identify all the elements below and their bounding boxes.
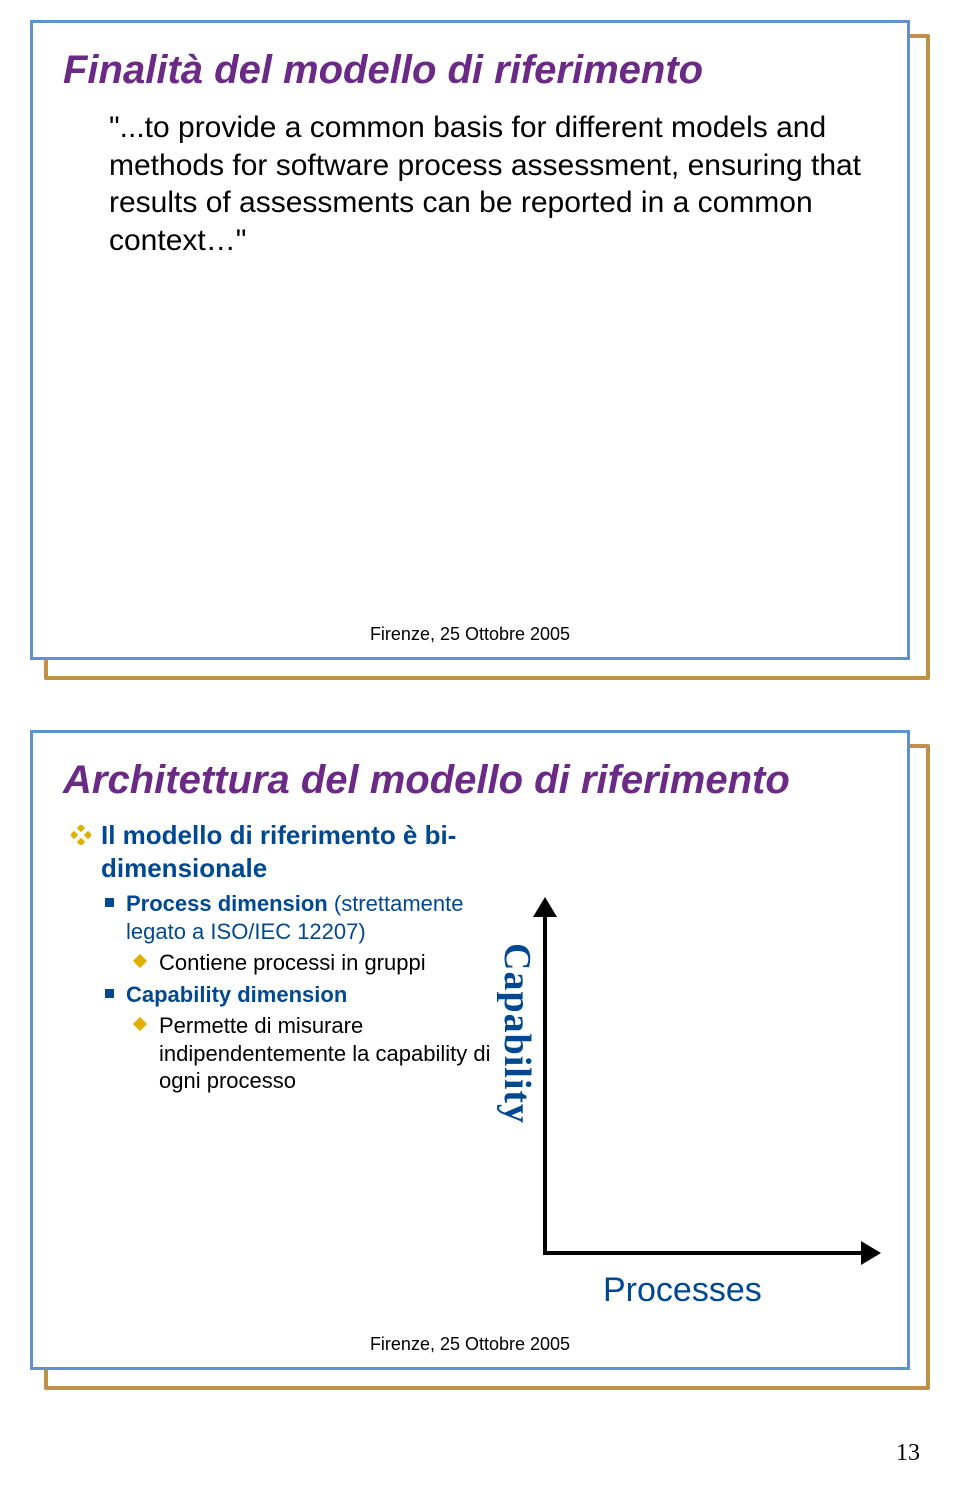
bullet-lvl3b-text: Permette di misurare indipendentemente l… bbox=[159, 1012, 491, 1095]
slide2-footer: Firenze, 25 Ottobre 2005 bbox=[33, 1334, 907, 1355]
slide1-title: Finalità del modello di riferimento bbox=[63, 47, 877, 93]
slide1-footer: Firenze, 25 Ottobre 2005 bbox=[33, 624, 907, 645]
bullet-lvl2a-label: Process dimension bbox=[126, 891, 328, 916]
bullet-lvl2b-label: Capability dimension bbox=[126, 982, 347, 1007]
y-axis bbox=[543, 913, 547, 1253]
diamond-bullet-icon bbox=[133, 954, 147, 968]
slide-1: Finalità del modello di riferimento "...… bbox=[30, 20, 930, 680]
square-bullet-icon bbox=[105, 989, 114, 998]
bullet-lvl3-permette: Permette di misurare indipendentemente l… bbox=[135, 1012, 491, 1095]
bullet-lvl2-process: Process dimension (strettamente legato a… bbox=[105, 890, 491, 945]
bullet-lvl2-capability: Capability dimension bbox=[105, 981, 491, 1009]
capability-processes-chart: Capability Processes bbox=[473, 883, 883, 1313]
x-axis-label: Processes bbox=[603, 1271, 762, 1310]
diamond-cluster-icon bbox=[71, 825, 91, 851]
y-axis-arrowhead-icon bbox=[533, 897, 557, 917]
diamond-bullet-icon bbox=[133, 1017, 147, 1031]
slide2-inner-frame: Architettura del modello di riferimento … bbox=[30, 730, 910, 1370]
x-axis bbox=[543, 1251, 863, 1255]
bullet-lvl2b-text: Capability dimension bbox=[126, 981, 347, 1009]
slide2-bullets: Il modello di riferimento è bi-dimension… bbox=[71, 819, 491, 1095]
bullet-lvl3a-text: Contiene processi in gruppi bbox=[159, 949, 426, 977]
bullet-lvl3-contiene: Contiene processi in gruppi bbox=[135, 949, 491, 977]
slide-2: Architettura del modello di riferimento … bbox=[30, 730, 930, 1390]
page-number: 13 bbox=[30, 1440, 920, 1467]
square-bullet-icon bbox=[105, 898, 114, 907]
slide1-inner-frame: Finalità del modello di riferimento "...… bbox=[30, 20, 910, 660]
slide2-title: Architettura del modello di riferimento bbox=[63, 757, 877, 803]
bullet-lvl2a-text: Process dimension (strettamente legato a… bbox=[126, 890, 491, 945]
bullet-lvl1-text: Il modello di riferimento è bi-dimension… bbox=[101, 819, 491, 884]
bullet-lvl1: Il modello di riferimento è bi-dimension… bbox=[71, 819, 491, 884]
x-axis-arrowhead-icon bbox=[861, 1241, 881, 1265]
slide1-quote: "...to provide a common basis for differ… bbox=[109, 109, 877, 259]
y-axis-label: Capability bbox=[495, 943, 539, 1124]
